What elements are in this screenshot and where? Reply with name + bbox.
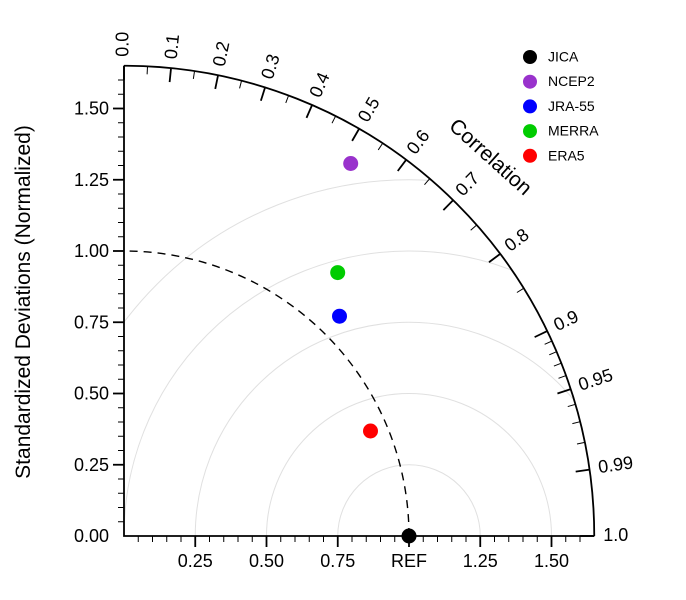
legend-swatch-jra-55 (523, 99, 537, 114)
correlation-tick-label: 0.7 (451, 168, 483, 200)
legend-swatch-era5 (523, 148, 537, 163)
rms-circle (124, 250, 595, 536)
correlation-tick-label: 0.5 (354, 94, 384, 126)
correlation-minor-tick (424, 178, 431, 186)
rms-difference-circles (124, 179, 595, 536)
correlation-tick-label: 0.4 (305, 69, 333, 100)
correlation-minor-tick (553, 362, 562, 367)
correlation-major-tick (397, 159, 407, 172)
legend-label-era5: ERA5 (548, 147, 585, 163)
x-tick-label: 0.25 (178, 551, 213, 571)
correlation-minor-tick (549, 351, 557, 356)
data-point-merra (330, 265, 346, 281)
x-tick-label: 0.50 (249, 551, 284, 571)
correlation-tick-label: 0.6 (403, 126, 434, 158)
legend-label-ncep2: NCEP2 (548, 73, 595, 89)
x-tick-label: REF (391, 551, 427, 571)
correlation-major-tick (168, 68, 172, 83)
y-tick-label: 0.75 (74, 312, 109, 332)
correlation-minor-tick (544, 340, 553, 345)
x-tick-label: 1.50 (534, 551, 569, 571)
correlation-major-tick (214, 75, 219, 90)
legend-label-jra-55: JRA-55 (548, 98, 595, 114)
data-points (330, 156, 417, 544)
correlation-tick-label: 0.99 (597, 452, 635, 477)
legend-swatch-ncep2 (523, 74, 537, 89)
correlation-major-tick (488, 253, 501, 263)
correlation-minor-tick (470, 224, 478, 231)
correlation-minor-tick (516, 287, 524, 293)
legend-swatch-jica (523, 50, 537, 64)
correlation-major-tick (260, 87, 266, 102)
correlation-tick-label: 0.0 (113, 32, 133, 57)
y-tick-label: 0.00 (74, 526, 109, 546)
correlation-tick-label: 0.95 (576, 365, 616, 395)
rms-circle (337, 464, 481, 536)
data-point-ncep2 (343, 156, 359, 171)
correlation-tick-label: 0.2 (209, 40, 234, 69)
correlation-tick-label: 1.0 (603, 525, 628, 545)
correlation-arc (123, 64, 596, 537)
correlation-minor-tick (239, 80, 243, 89)
correlation-minor-tick (572, 421, 581, 425)
correlation-minor-tick (576, 441, 585, 445)
data-point-jra-55 (332, 308, 347, 324)
reference-std-arc (123, 250, 410, 537)
correlation-major-tick (305, 104, 313, 119)
x-tick-label: 0.75 (320, 551, 355, 571)
correlation-minor-tick (192, 70, 196, 80)
chart-layer: 0.25 0.50 0.75 REF 1.25 1.50 0.00 0.25 0.50 0.75 1… (74, 32, 635, 571)
correlation-major-tick (442, 199, 454, 211)
x-tick-label: 1.25 (463, 551, 498, 571)
y-tick-label: 0.50 (74, 384, 109, 404)
rms-circle (124, 179, 595, 536)
legend: JICA NCEP2 JRA-55 MERRA ERA5 (523, 49, 599, 163)
correlation-major-tick (534, 330, 548, 338)
correlation-major-tick (351, 128, 360, 142)
correlation-minor-tick (558, 375, 567, 379)
legend-label-jica: JICA (548, 49, 579, 65)
data-point-jica (401, 528, 417, 544)
legend-label-merra: MERRA (548, 123, 599, 139)
y-axis-label: Standardized Deviations (Normalized) (12, 125, 35, 479)
correlation-tick-label: 0.8 (501, 224, 533, 255)
data-point-era5 (363, 423, 378, 439)
axes-lines (123, 65, 595, 537)
y-tick-label: 1.50 (74, 99, 109, 119)
correlation-tick-label: 0.9 (550, 306, 581, 335)
correlation-minor-tick (331, 115, 337, 124)
y-tick-label: 1.25 (74, 170, 109, 190)
correlation-minor-tick (285, 95, 290, 104)
y-tick-label: 1.00 (74, 241, 109, 261)
legend-swatch-merra (523, 124, 537, 139)
rms-circle (194, 321, 595, 536)
rms-circle (266, 393, 552, 536)
axis-ticks (113, 65, 595, 547)
correlation-major-tick (557, 388, 572, 395)
correlation-minor-tick (377, 142, 384, 151)
correlation-tick-label: 0.3 (257, 52, 284, 82)
correlation-tick-label: 0.1 (161, 33, 183, 60)
correlation-minor-tick (567, 403, 576, 408)
correlation-major-tick (575, 468, 590, 473)
y-tick-label: 0.25 (74, 455, 109, 475)
